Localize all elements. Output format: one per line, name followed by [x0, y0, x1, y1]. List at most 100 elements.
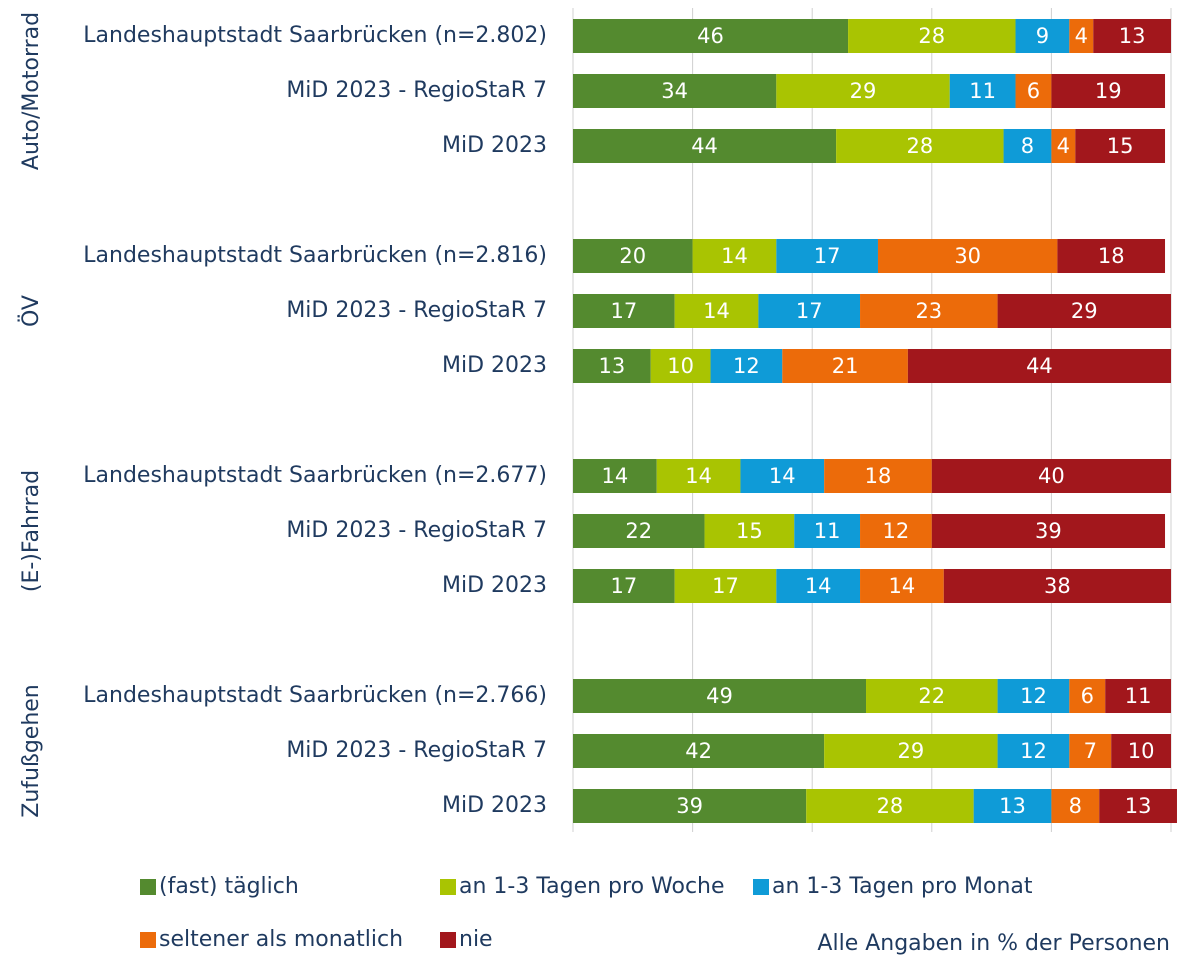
group-label: ÖV	[18, 295, 44, 327]
data-label: 34	[661, 79, 688, 103]
data-label: 28	[918, 24, 945, 48]
data-label: 4	[1057, 134, 1070, 158]
bar-segment	[997, 679, 1070, 713]
bar-segment	[931, 459, 1171, 493]
data-label: 46	[697, 24, 724, 48]
bar-segment	[848, 19, 1016, 53]
data-label: 14	[769, 464, 796, 488]
bar-segment	[1051, 789, 1100, 823]
data-label: 20	[619, 244, 646, 268]
data-label: 23	[915, 299, 942, 323]
bar-segment	[824, 459, 932, 493]
data-label: 6	[1081, 684, 1094, 708]
data-label: 13	[1125, 794, 1152, 818]
y-tick-label: MiD 2023 - RegioStaR 7	[286, 738, 547, 763]
bar-segment	[943, 569, 1171, 603]
bar-segment	[1099, 789, 1177, 823]
data-label: 29	[898, 739, 925, 763]
data-label: 18	[865, 464, 892, 488]
data-label: 17	[610, 299, 637, 323]
data-label: 14	[805, 574, 832, 598]
bar-segment	[704, 514, 795, 548]
bar-segment	[860, 514, 932, 548]
bar-segment	[1051, 74, 1166, 108]
bar-segment	[997, 734, 1070, 768]
bar-segment	[860, 294, 998, 328]
bar-segment	[860, 569, 944, 603]
y-tick-label: MiD 2023 - RegioStaR 7	[286, 78, 547, 103]
bar-segment	[573, 569, 675, 603]
bar-segment	[692, 239, 777, 273]
y-tick-label: MiD 2023 - RegioStaR 7	[286, 298, 547, 323]
bar-segment	[776, 569, 861, 603]
data-label: 28	[906, 134, 933, 158]
data-label: 14	[685, 464, 712, 488]
y-tick-label: MiD 2023	[442, 793, 547, 818]
data-label: 7	[1084, 739, 1097, 763]
legend-swatch	[753, 879, 769, 895]
data-label: 11	[1125, 684, 1152, 708]
bar-segment	[573, 349, 651, 383]
data-label: 18	[1098, 244, 1125, 268]
legend-label: an 1-3 Tagen pro Monat	[772, 874, 1033, 899]
bar-segment	[806, 789, 974, 823]
bar-segment	[1069, 679, 1106, 713]
bar-segment	[1105, 679, 1171, 713]
bar-segment	[997, 294, 1171, 328]
legend-label: (fast) täglich	[159, 874, 299, 899]
bar-segment	[1069, 19, 1094, 53]
legend-label: an 1-3 Tagen pro Woche	[459, 874, 725, 899]
legend-label: nie	[459, 927, 493, 952]
data-label: 14	[601, 464, 628, 488]
data-label: 22	[625, 519, 652, 543]
bar-segment	[824, 734, 998, 768]
bar-segment	[1003, 129, 1052, 163]
group-label: Auto/Motorrad	[19, 12, 44, 170]
data-label: 39	[676, 794, 703, 818]
data-label: 13	[999, 794, 1026, 818]
data-label: 10	[1128, 739, 1155, 763]
data-label: 11	[969, 79, 996, 103]
bar-segment	[650, 349, 711, 383]
bar-segment	[1051, 129, 1076, 163]
bar-segment	[674, 569, 777, 603]
data-label: 40	[1038, 464, 1065, 488]
data-label: 28	[877, 794, 904, 818]
bar-segment	[776, 74, 950, 108]
data-label: 12	[883, 519, 910, 543]
bar-segment	[573, 294, 675, 328]
bar-segment	[573, 129, 837, 163]
data-label: 42	[685, 739, 712, 763]
y-tick-label: Landeshauptstadt Saarbrücken (n=2.802)	[83, 23, 547, 48]
bar-segment	[877, 239, 1058, 273]
bar-segment	[740, 459, 825, 493]
bar-segment	[573, 789, 807, 823]
bar-segment	[1111, 734, 1171, 768]
bar-segment	[1015, 74, 1052, 108]
data-label: 12	[733, 354, 760, 378]
data-label: 22	[918, 684, 945, 708]
data-label: 14	[703, 299, 730, 323]
data-label: 9	[1036, 24, 1049, 48]
data-label: 29	[850, 79, 877, 103]
y-tick-label: MiD 2023 - RegioStaR 7	[286, 518, 547, 543]
data-label: 29	[1071, 299, 1098, 323]
bar-segment	[656, 459, 741, 493]
legend-swatch	[440, 932, 456, 948]
bar-segment	[573, 734, 825, 768]
bar-segment	[573, 19, 849, 53]
y-tick-label: MiD 2023	[442, 353, 547, 378]
bar-segment	[573, 459, 657, 493]
y-tick-label: MiD 2023	[442, 133, 547, 158]
data-label: 10	[667, 354, 694, 378]
data-label: 14	[721, 244, 748, 268]
group-label: (E-)Fahrrad	[19, 470, 44, 592]
bar-segment	[907, 349, 1171, 383]
bar-segment	[1093, 19, 1171, 53]
bar-segment	[836, 129, 1004, 163]
bar-segment	[794, 514, 861, 548]
y-tick-label: MiD 2023	[442, 573, 547, 598]
data-label: 44	[691, 134, 718, 158]
data-label: 19	[1095, 79, 1122, 103]
note: Alle Angaben in % der Personen	[817, 931, 1170, 956]
